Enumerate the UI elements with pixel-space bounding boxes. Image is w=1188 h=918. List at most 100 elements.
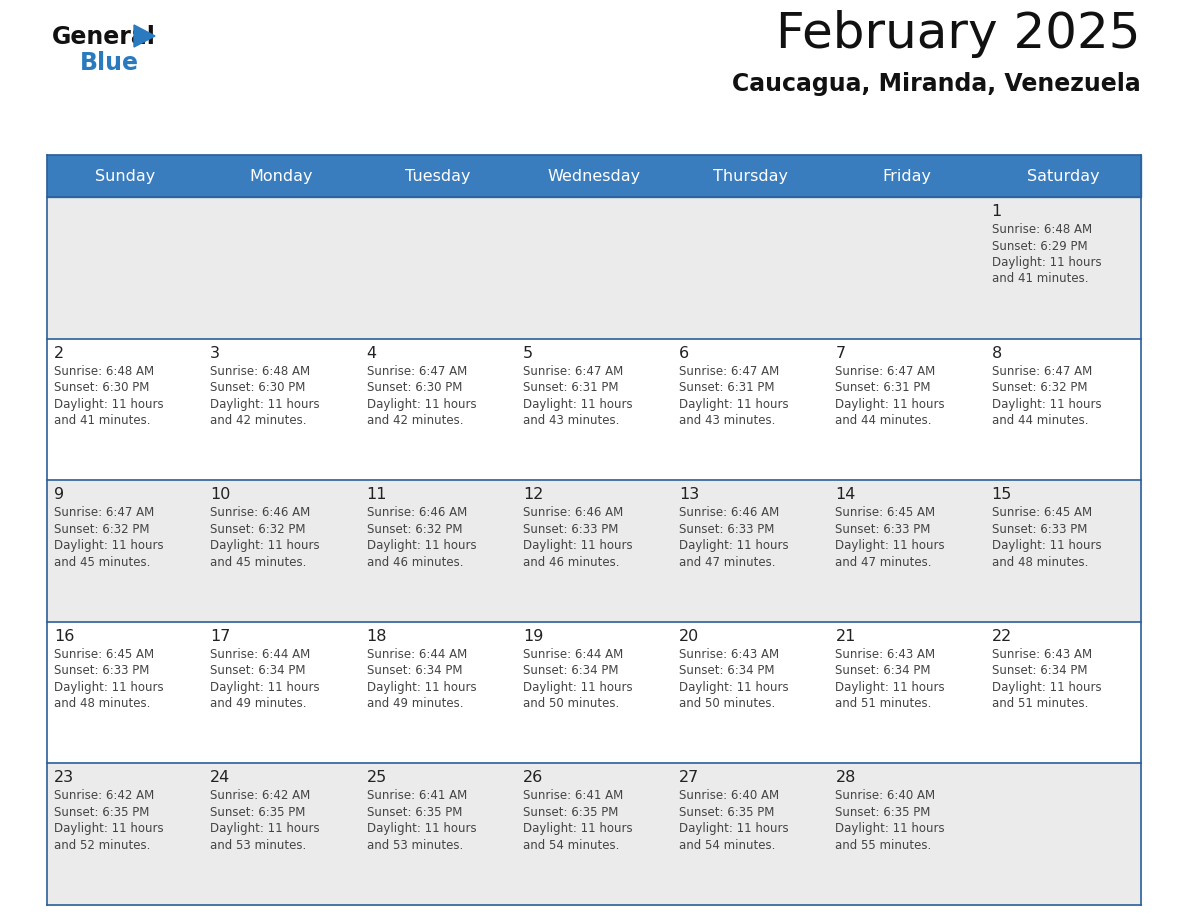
Text: 26: 26: [523, 770, 543, 786]
Text: Daylight: 11 hours: Daylight: 11 hours: [835, 539, 944, 553]
Text: Sunrise: 6:44 AM: Sunrise: 6:44 AM: [210, 648, 310, 661]
Text: Daylight: 11 hours: Daylight: 11 hours: [210, 823, 320, 835]
Text: Daylight: 11 hours: Daylight: 11 hours: [835, 681, 944, 694]
Text: 12: 12: [523, 487, 543, 502]
Text: Sunrise: 6:41 AM: Sunrise: 6:41 AM: [367, 789, 467, 802]
Text: Sunset: 6:31 PM: Sunset: 6:31 PM: [523, 381, 619, 394]
Text: Daylight: 11 hours: Daylight: 11 hours: [680, 397, 789, 410]
Text: and 46 minutes.: and 46 minutes.: [367, 555, 463, 568]
Text: Sunset: 6:29 PM: Sunset: 6:29 PM: [992, 240, 1087, 252]
Text: Sunrise: 6:47 AM: Sunrise: 6:47 AM: [53, 506, 154, 520]
Text: Daylight: 11 hours: Daylight: 11 hours: [523, 397, 632, 410]
Text: Sunrise: 6:44 AM: Sunrise: 6:44 AM: [367, 648, 467, 661]
Text: February 2025: February 2025: [777, 10, 1140, 58]
Text: Sunset: 6:32 PM: Sunset: 6:32 PM: [367, 522, 462, 536]
Text: and 45 minutes.: and 45 minutes.: [53, 555, 151, 568]
Text: 8: 8: [992, 345, 1001, 361]
Text: Daylight: 11 hours: Daylight: 11 hours: [835, 823, 944, 835]
Text: Saturday: Saturday: [1026, 169, 1099, 184]
Text: and 42 minutes.: and 42 minutes.: [210, 414, 307, 427]
Bar: [48, 197, 1140, 339]
Text: Sunrise: 6:45 AM: Sunrise: 6:45 AM: [835, 506, 936, 520]
Text: Sunrise: 6:47 AM: Sunrise: 6:47 AM: [523, 364, 624, 377]
Text: Sunrise: 6:40 AM: Sunrise: 6:40 AM: [680, 789, 779, 802]
Text: 2: 2: [53, 345, 64, 361]
Polygon shape: [134, 25, 154, 47]
Text: and 52 minutes.: and 52 minutes.: [53, 839, 151, 852]
Text: Daylight: 11 hours: Daylight: 11 hours: [680, 681, 789, 694]
Text: Sunset: 6:33 PM: Sunset: 6:33 PM: [835, 522, 931, 536]
Text: Sunrise: 6:45 AM: Sunrise: 6:45 AM: [992, 506, 1092, 520]
Text: and 47 minutes.: and 47 minutes.: [835, 555, 931, 568]
Text: Daylight: 11 hours: Daylight: 11 hours: [367, 823, 476, 835]
Text: 27: 27: [680, 770, 700, 786]
Text: and 41 minutes.: and 41 minutes.: [53, 414, 151, 427]
Text: 20: 20: [680, 629, 700, 644]
Text: Sunrise: 6:47 AM: Sunrise: 6:47 AM: [680, 364, 779, 377]
Text: and 54 minutes.: and 54 minutes.: [523, 839, 619, 852]
Text: Sunrise: 6:46 AM: Sunrise: 6:46 AM: [210, 506, 310, 520]
Text: and 47 minutes.: and 47 minutes.: [680, 555, 776, 568]
Text: Daylight: 11 hours: Daylight: 11 hours: [367, 397, 476, 410]
Bar: [48, 764, 1140, 905]
Text: 24: 24: [210, 770, 230, 786]
Text: Sunrise: 6:47 AM: Sunrise: 6:47 AM: [992, 364, 1092, 377]
Text: and 54 minutes.: and 54 minutes.: [680, 839, 776, 852]
Text: Sunset: 6:35 PM: Sunset: 6:35 PM: [367, 806, 462, 819]
Text: and 53 minutes.: and 53 minutes.: [210, 839, 307, 852]
Text: Daylight: 11 hours: Daylight: 11 hours: [680, 823, 789, 835]
Text: and 50 minutes.: and 50 minutes.: [680, 698, 776, 711]
Bar: [48, 621, 1140, 764]
Text: Daylight: 11 hours: Daylight: 11 hours: [992, 397, 1101, 410]
Text: Daylight: 11 hours: Daylight: 11 hours: [835, 397, 944, 410]
Text: and 43 minutes.: and 43 minutes.: [680, 414, 776, 427]
Text: Sunset: 6:34 PM: Sunset: 6:34 PM: [367, 665, 462, 677]
Text: 28: 28: [835, 770, 855, 786]
Text: Sunset: 6:35 PM: Sunset: 6:35 PM: [835, 806, 931, 819]
Text: Daylight: 11 hours: Daylight: 11 hours: [523, 823, 632, 835]
Text: Sunday: Sunday: [95, 169, 156, 184]
Text: and 42 minutes.: and 42 minutes.: [367, 414, 463, 427]
Text: Sunset: 6:34 PM: Sunset: 6:34 PM: [680, 665, 775, 677]
Text: General: General: [52, 25, 156, 49]
Text: Sunset: 6:32 PM: Sunset: 6:32 PM: [210, 522, 305, 536]
Text: and 53 minutes.: and 53 minutes.: [367, 839, 463, 852]
Text: 22: 22: [992, 629, 1012, 644]
Text: Tuesday: Tuesday: [405, 169, 470, 184]
Text: and 48 minutes.: and 48 minutes.: [53, 698, 151, 711]
Text: Sunset: 6:35 PM: Sunset: 6:35 PM: [53, 806, 150, 819]
Text: Daylight: 11 hours: Daylight: 11 hours: [53, 681, 164, 694]
Text: 6: 6: [680, 345, 689, 361]
Text: Daylight: 11 hours: Daylight: 11 hours: [680, 539, 789, 553]
Text: Sunset: 6:33 PM: Sunset: 6:33 PM: [992, 522, 1087, 536]
Text: and 44 minutes.: and 44 minutes.: [992, 414, 1088, 427]
Text: and 43 minutes.: and 43 minutes.: [523, 414, 619, 427]
Text: Daylight: 11 hours: Daylight: 11 hours: [992, 681, 1101, 694]
Text: Daylight: 11 hours: Daylight: 11 hours: [210, 681, 320, 694]
Text: Sunrise: 6:46 AM: Sunrise: 6:46 AM: [523, 506, 624, 520]
Text: Sunset: 6:30 PM: Sunset: 6:30 PM: [53, 381, 150, 394]
Text: Daylight: 11 hours: Daylight: 11 hours: [523, 681, 632, 694]
Text: Sunset: 6:34 PM: Sunset: 6:34 PM: [523, 665, 619, 677]
Text: 10: 10: [210, 487, 230, 502]
Text: Sunset: 6:35 PM: Sunset: 6:35 PM: [523, 806, 618, 819]
Text: 7: 7: [835, 345, 846, 361]
Text: Sunset: 6:33 PM: Sunset: 6:33 PM: [53, 665, 150, 677]
Text: Sunrise: 6:48 AM: Sunrise: 6:48 AM: [53, 364, 154, 377]
Text: 11: 11: [367, 487, 387, 502]
Text: 23: 23: [53, 770, 74, 786]
Text: Daylight: 11 hours: Daylight: 11 hours: [367, 539, 476, 553]
Text: 9: 9: [53, 487, 64, 502]
Text: Sunset: 6:33 PM: Sunset: 6:33 PM: [680, 522, 775, 536]
Text: Sunrise: 6:46 AM: Sunrise: 6:46 AM: [680, 506, 779, 520]
Text: and 44 minutes.: and 44 minutes.: [835, 414, 931, 427]
Text: Sunset: 6:31 PM: Sunset: 6:31 PM: [680, 381, 775, 394]
Text: Sunrise: 6:40 AM: Sunrise: 6:40 AM: [835, 789, 936, 802]
Text: Sunset: 6:32 PM: Sunset: 6:32 PM: [53, 522, 150, 536]
Text: Sunrise: 6:42 AM: Sunrise: 6:42 AM: [210, 789, 310, 802]
Text: Sunrise: 6:48 AM: Sunrise: 6:48 AM: [210, 364, 310, 377]
Text: Sunrise: 6:47 AM: Sunrise: 6:47 AM: [367, 364, 467, 377]
Text: Sunset: 6:31 PM: Sunset: 6:31 PM: [835, 381, 931, 394]
Text: Caucagua, Miranda, Venezuela: Caucagua, Miranda, Venezuela: [732, 72, 1140, 96]
Text: Sunset: 6:30 PM: Sunset: 6:30 PM: [210, 381, 305, 394]
